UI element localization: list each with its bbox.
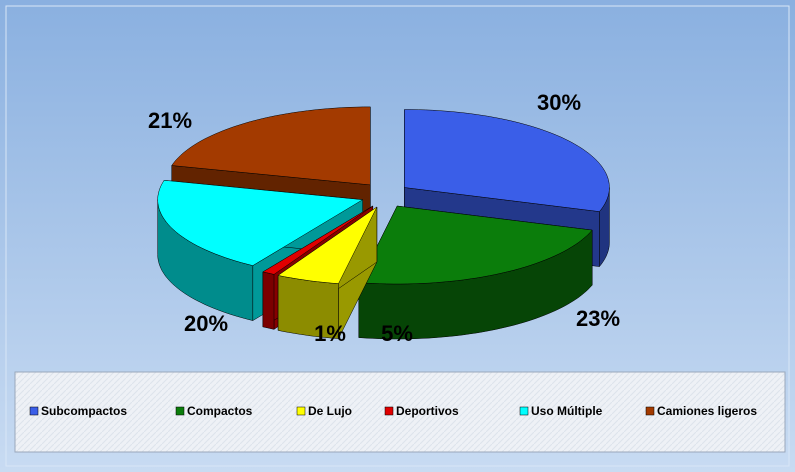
data-label: 21% — [148, 108, 192, 133]
slice-side — [262, 271, 275, 330]
plot-border — [5, 5, 790, 467]
slice — [262, 205, 373, 275]
slice — [277, 206, 378, 284]
legend-label: Uso Múltiple — [531, 404, 603, 418]
data-label: 23% — [576, 306, 620, 331]
data-label: 30% — [537, 90, 581, 115]
legend-label: De Lujo — [308, 404, 352, 418]
slice — [358, 205, 593, 285]
legend-swatch — [29, 406, 39, 416]
legend-swatch — [645, 406, 655, 416]
legend-label: Subcompactos — [41, 404, 127, 418]
data-label: 5% — [381, 321, 413, 346]
legend-swatch — [384, 406, 394, 416]
legend-label: Deportivos — [396, 404, 459, 418]
legend-label: Compactos — [187, 404, 253, 418]
legend-box — [14, 371, 786, 453]
data-label: 1% — [314, 321, 346, 346]
slice — [171, 106, 371, 186]
slice — [157, 180, 364, 266]
legend-swatch — [175, 406, 185, 416]
data-label: 20% — [184, 311, 228, 336]
slice — [404, 109, 610, 212]
legend-swatch — [296, 406, 306, 416]
legend-swatch — [519, 406, 529, 416]
legend-label: Camiones ligeros — [657, 404, 757, 418]
